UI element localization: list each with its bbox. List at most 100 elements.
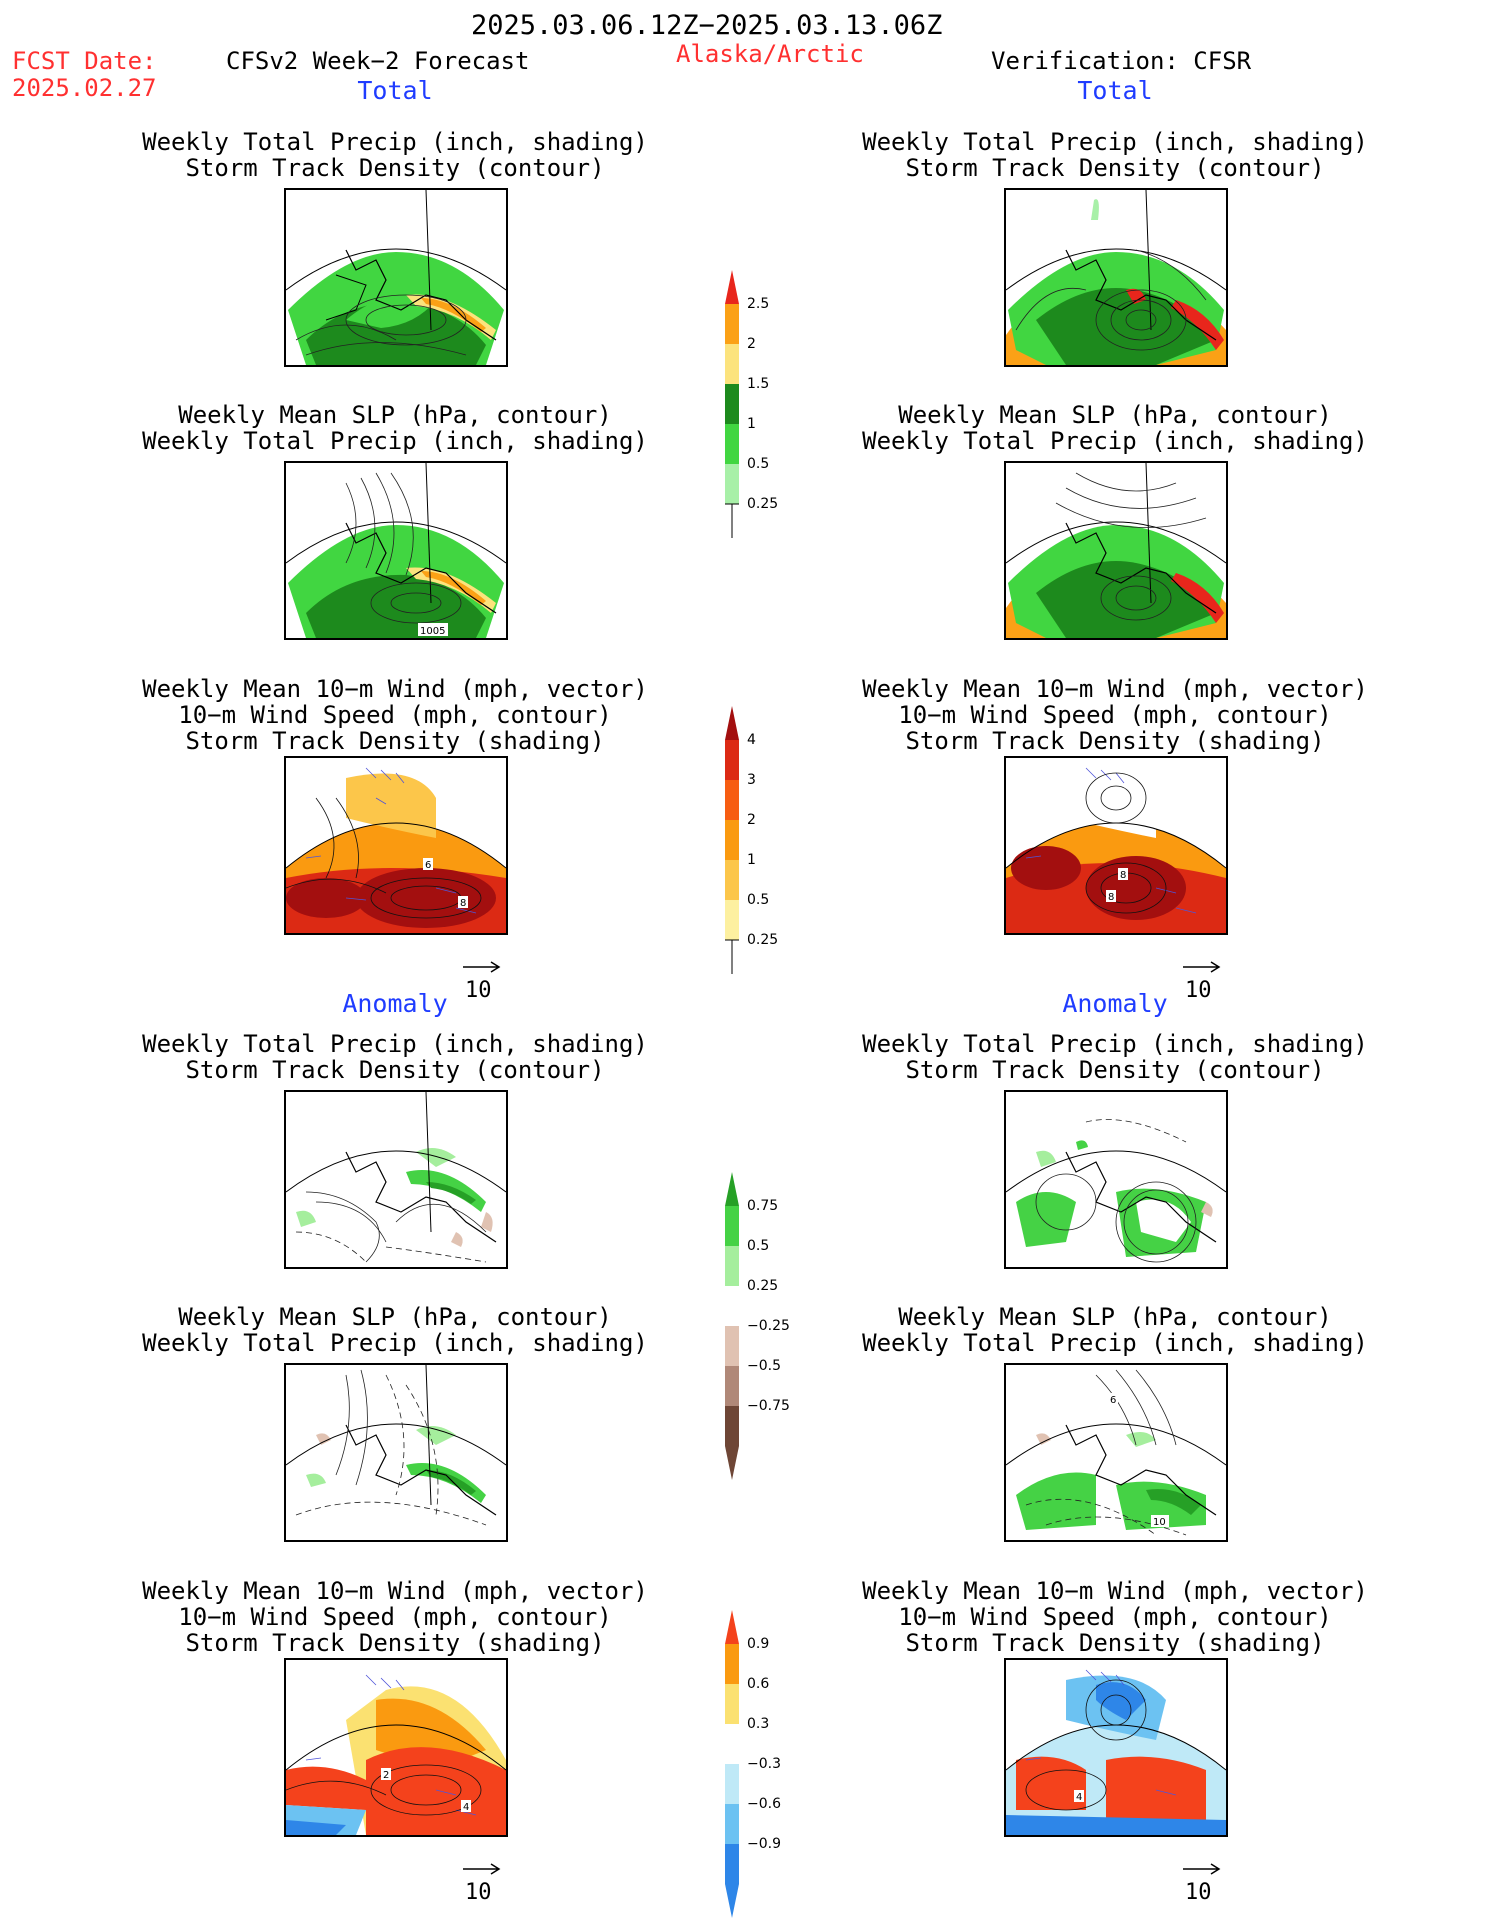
valid-period: 2025.03.06.12Z−2025.03.13.06Z [471, 10, 943, 41]
colorbar-tick-label: −0.5 [747, 1358, 781, 1374]
colorbar-tick-label: 2 [747, 336, 756, 352]
slp-anom-label-b: 10 [1153, 1517, 1166, 1528]
colorbar-tick-label: 0.5 [747, 456, 770, 472]
colorbar-tick-label: −0.25 [747, 1318, 790, 1334]
wind-contour-label-b: 8 [460, 898, 466, 909]
colorbar-box [725, 424, 739, 464]
title-total-precip-verification: Weekly Total Precip (inch, shading) Stor… [862, 128, 1368, 182]
colorbar-box [725, 384, 739, 424]
map-anom-slp-forecast [284, 1363, 508, 1542]
title-anom-wind-verification: Weekly Mean 10−m Wind (mph, vector) 10−m… [862, 1577, 1368, 1657]
map-total-slp-verification [1004, 461, 1228, 640]
colorbar-box [725, 780, 739, 820]
colorbar-box [725, 740, 739, 780]
colorbar-box [725, 1246, 739, 1286]
wind-contour-label-a: 6 [425, 860, 431, 871]
colorbar-box [725, 820, 739, 860]
map-total-precip-verification [1004, 188, 1228, 367]
title-anom-precip-forecast: Weekly Total Precip (inch, shading) Stor… [142, 1030, 648, 1084]
map-anom-wind-verification: 4 [1004, 1658, 1228, 1837]
colorbar-box [725, 1326, 739, 1366]
colorbar-svg [725, 1172, 739, 1480]
wind-anom-label-a: 2 [383, 1770, 389, 1781]
title-total-wind-verification: Weekly Mean 10−m Wind (mph, vector) 10−m… [862, 675, 1368, 755]
map-total-wind-verification: 8 8 [1004, 756, 1228, 935]
colorbar-tick-label: 1 [747, 852, 756, 868]
title-total-slp-forecast: Weekly Mean SLP (hPa, contour) Weekly To… [142, 401, 648, 455]
slp-contour-label: 1005 [420, 626, 445, 637]
colorbar-box [725, 344, 739, 384]
colorbar-box [725, 1764, 739, 1804]
colorbar-box [725, 1844, 739, 1884]
colorbar-top-triangle [725, 1172, 739, 1206]
colorbar-tick-label: 0.25 [747, 496, 779, 512]
colorbar-box [725, 1804, 739, 1844]
colorbar-bottom-triangle [725, 1884, 739, 1918]
section-total-verification: Total [1077, 76, 1153, 105]
colorbar-box [725, 860, 739, 900]
colorbar-box [725, 1684, 739, 1724]
colorbar-tick-label: 0.5 [747, 892, 770, 908]
colorbar-tick-label: −0.3 [747, 1756, 781, 1772]
colorbar-top-triangle [725, 706, 739, 740]
product-title: CFSv2 Week−2 Forecast [226, 47, 530, 75]
colorbar-tick-label: 4 [747, 732, 756, 748]
colorbar-tick-label: 1 [747, 416, 756, 432]
colorbar-bottom-triangle [725, 1446, 739, 1480]
map-total-precip-forecast [284, 188, 508, 367]
colorbar-tick-label: 3 [747, 772, 756, 788]
map-anom-precip-forecast [284, 1090, 508, 1269]
colorbar-top-triangle [725, 270, 739, 304]
colorbar-tick-label: 0.5 [747, 1238, 770, 1254]
title-anom-slp-forecast: Weekly Mean SLP (hPa, contour) Weekly To… [142, 1303, 648, 1357]
fcst-date: 2025.02.27 [12, 74, 157, 102]
vector-reference-anom-forecast: 10 [461, 1862, 507, 1905]
colorbar-box [725, 1206, 739, 1246]
fcst-date-label: FCST Date: [12, 47, 157, 75]
colorbar-svg [725, 270, 739, 538]
title-anom-precip-verification: Weekly Total Precip (inch, shading) Stor… [862, 1030, 1368, 1084]
colorbar-tick-label: 0.6 [747, 1676, 770, 1692]
map-anom-wind-forecast: 2 4 [284, 1658, 508, 1837]
wind-obs-label-b: 8 [1108, 892, 1114, 903]
colorbar-tick-label: 0.3 [747, 1716, 770, 1732]
colorbar-box [725, 1644, 739, 1684]
colorbar-svg [725, 1610, 739, 1918]
vector-reference-total-verification: 10 [1181, 960, 1227, 1003]
title-total-precip-forecast: Weekly Total Precip (inch, shading) Stor… [142, 128, 648, 182]
colorbar-box [725, 1366, 739, 1406]
map-anom-slp-verification: 6 10 [1004, 1363, 1228, 1542]
colorbar-tick-label: 2 [747, 812, 756, 828]
colorbar-tick-label: 0.25 [747, 1278, 779, 1294]
section-anomaly-forecast: Anomaly [342, 989, 448, 1018]
colorbar-tick-label: −0.75 [747, 1398, 790, 1414]
colorbar-tick-label: 0.75 [747, 1198, 779, 1214]
colorbar-tick-label: −0.6 [747, 1796, 781, 1812]
colorbar-precip-anom: 0.75 0.5 0.25 −0.25 −0.5 −0.75 [725, 1172, 805, 1480]
region-title: Alaska/Arctic [676, 40, 864, 68]
colorbar-tail [725, 939, 739, 974]
colorbar-box [725, 900, 739, 940]
section-anomaly-verification: Anomaly [1062, 989, 1168, 1018]
map-total-wind-forecast: 6 8 [284, 756, 508, 935]
colorbar-box [725, 1286, 739, 1326]
colorbar-box [725, 1406, 739, 1446]
colorbar-tick-label: 0.9 [747, 1636, 770, 1652]
slp-anom-label-a: 6 [1110, 1395, 1116, 1406]
colorbar-track-anom: 0.9 0.6 0.3 −0.3 −0.6 −0.9 [725, 1610, 805, 1918]
colorbar-tick-label: 0.25 [747, 932, 779, 948]
colorbar-tick-label: −0.9 [747, 1836, 781, 1852]
verification-title: Verification: CFSR [991, 47, 1252, 75]
title-total-slp-verification: Weekly Mean SLP (hPa, contour) Weekly To… [862, 401, 1368, 455]
colorbar-top-triangle [725, 1610, 739, 1644]
map-anom-precip-verification [1004, 1090, 1228, 1269]
colorbar-tick-label: 1.5 [747, 376, 770, 392]
colorbar-box [725, 1724, 739, 1764]
wind-anom-label-b: 4 [463, 1802, 469, 1813]
section-total-forecast: Total [357, 76, 433, 105]
colorbar-track-total: 4 3 2 1 0.5 0.25 [725, 706, 805, 996]
colorbar-box [725, 304, 739, 344]
title-anom-slp-verification: Weekly Mean SLP (hPa, contour) Weekly To… [862, 1303, 1368, 1357]
colorbar-tail [725, 503, 739, 538]
